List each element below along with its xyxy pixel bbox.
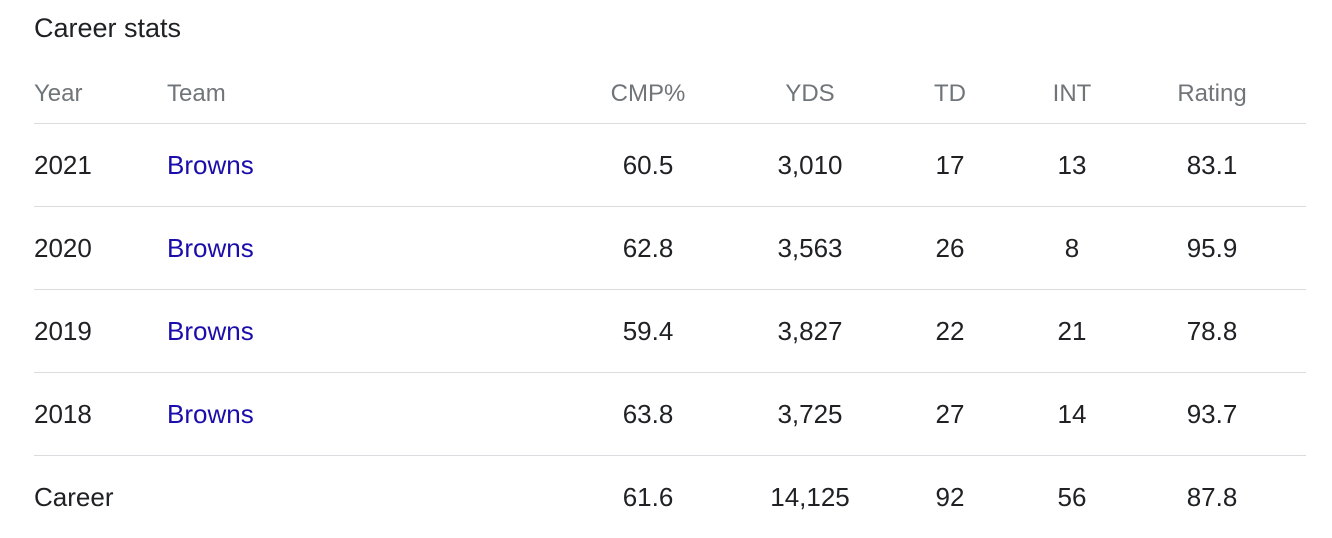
- td-cell: 26: [935, 232, 965, 263]
- column-header-int: INT: [1052, 79, 1092, 107]
- int-cell: 13: [1057, 149, 1087, 180]
- td-cell: 27: [935, 398, 965, 429]
- cmp-cell: 59.4: [622, 315, 674, 346]
- cmp-cell: 60.5: [622, 149, 674, 180]
- cmp-cell: 62.8: [622, 232, 674, 263]
- year-cell: 2018: [34, 398, 92, 429]
- column-header-cmp: CMP%: [610, 79, 686, 107]
- column-header-team: Team: [167, 79, 226, 107]
- yds-cell: 3,010: [777, 149, 843, 180]
- team-link[interactable]: Browns: [167, 315, 254, 346]
- table-row: 2021 Browns 60.5 3,010 17 13 83.1: [34, 124, 1306, 207]
- table-header-row: Year Team CMP% YDS TD INT Rating: [34, 64, 1306, 124]
- rating-cell: 93.7: [1186, 398, 1238, 429]
- rating-cell: 78.8: [1186, 315, 1238, 346]
- career-label: Career: [34, 481, 114, 512]
- int-cell: 21: [1057, 315, 1087, 346]
- table-row: 2019 Browns 59.4 3,827 22 21 78.8: [34, 290, 1306, 373]
- int-cell: 14: [1057, 398, 1087, 429]
- team-link[interactable]: Browns: [167, 398, 254, 429]
- cmp-cell: 61.6: [622, 481, 674, 512]
- column-header-td: TD: [934, 79, 966, 107]
- column-header-year: Year: [34, 79, 83, 107]
- table-row: 2020 Browns 62.8 3,563 26 8 95.9: [34, 207, 1306, 290]
- table-row: 2018 Browns 63.8 3,725 27 14 93.7: [34, 373, 1306, 456]
- yds-cell: 14,125: [770, 481, 850, 512]
- column-header-yds: YDS: [785, 79, 835, 107]
- rating-cell: 87.8: [1186, 481, 1238, 512]
- career-stats-table: Year Team CMP% YDS TD INT Rating 2021 Br…: [34, 64, 1306, 538]
- yds-cell: 3,725: [777, 398, 843, 429]
- year-cell: 2019: [34, 315, 92, 346]
- rating-cell: 83.1: [1186, 149, 1238, 180]
- career-total-row: Career 61.6 14,125 92 56 87.8: [34, 456, 1306, 538]
- td-cell: 92: [935, 481, 965, 512]
- yds-cell: 3,827: [777, 315, 843, 346]
- cmp-cell: 63.8: [622, 398, 674, 429]
- team-link[interactable]: Browns: [167, 149, 254, 180]
- team-link[interactable]: Browns: [167, 232, 254, 263]
- rating-cell: 95.9: [1186, 232, 1238, 263]
- column-header-rating: Rating: [1177, 79, 1247, 107]
- section-title: Career stats: [34, 13, 182, 43]
- yds-cell: 3,563: [777, 232, 843, 263]
- int-cell: 56: [1057, 481, 1087, 512]
- year-cell: 2021: [34, 149, 92, 180]
- int-cell: 8: [1064, 232, 1080, 263]
- year-cell: 2020: [34, 232, 92, 263]
- td-cell: 17: [935, 149, 965, 180]
- td-cell: 22: [935, 315, 965, 346]
